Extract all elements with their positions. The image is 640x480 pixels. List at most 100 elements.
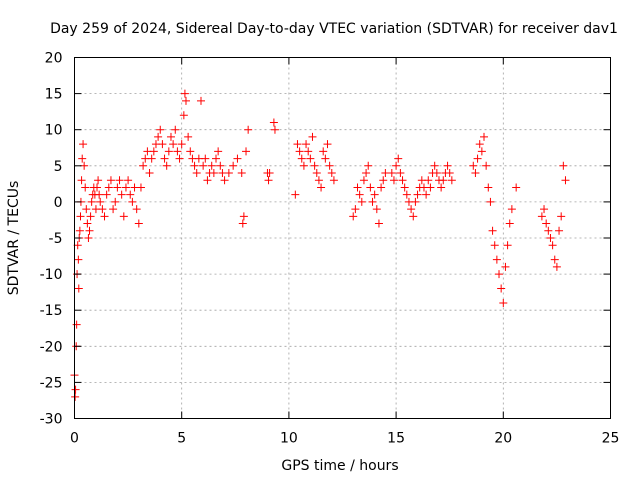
data-point [83, 219, 92, 228]
data-point [220, 176, 229, 185]
data-point [239, 212, 248, 221]
data-point [265, 169, 274, 178]
data-point [297, 154, 306, 163]
y-tick-label: -10 [40, 267, 63, 283]
data-point [212, 154, 221, 163]
data-point [71, 392, 80, 401]
data-point [552, 262, 561, 271]
data-point [445, 169, 454, 178]
data-point [488, 226, 497, 235]
data-point [364, 161, 373, 170]
data-point [484, 183, 493, 192]
data-point [422, 190, 431, 199]
data-point [111, 197, 120, 206]
data-point [179, 111, 188, 120]
data-point [291, 190, 300, 199]
data-point [184, 132, 193, 141]
data-point [327, 169, 336, 178]
y-tick-label: -5 [49, 231, 63, 247]
data-point [242, 147, 251, 156]
data-point [82, 205, 91, 214]
data-point [72, 320, 81, 329]
data-point [559, 161, 568, 170]
data-point [349, 212, 358, 221]
data-point [180, 89, 189, 98]
data-point [203, 176, 212, 185]
data-point [169, 140, 178, 149]
data-point [512, 183, 521, 192]
data-point [413, 190, 422, 199]
data-point [104, 183, 113, 192]
data-point [329, 176, 338, 185]
data-point [308, 132, 317, 141]
y-tick-labels: -30 -25 -20 -15 -10 -5 0 5 10 15 20 [40, 51, 63, 428]
data-point [372, 205, 381, 214]
data-point [128, 197, 137, 206]
data-point [229, 161, 238, 170]
data-point [209, 169, 218, 178]
data-point [394, 154, 403, 163]
data-point [321, 154, 330, 163]
data-point [147, 154, 156, 163]
data-point [471, 169, 480, 178]
data-point [377, 183, 386, 192]
data-point [323, 140, 332, 149]
data-point [94, 176, 103, 185]
data-point [87, 197, 96, 206]
data-point [503, 241, 512, 250]
data-point [387, 169, 396, 178]
data-point [207, 161, 216, 170]
data-point [160, 154, 169, 163]
data-point [304, 147, 313, 156]
data-point [353, 183, 362, 192]
data-point [214, 147, 223, 156]
data-point [132, 205, 141, 214]
data-point [473, 154, 482, 163]
x-tick-label: 25 [602, 431, 620, 447]
data-point [355, 190, 364, 199]
x-tick-label: 20 [494, 431, 512, 447]
x-axis-label: GPS time / hours [281, 458, 398, 474]
data-point [173, 147, 182, 156]
data-point [74, 255, 83, 264]
data-point [312, 169, 321, 178]
data-point [270, 125, 279, 134]
data-point [317, 183, 326, 192]
data-points [70, 89, 570, 401]
data-point [175, 154, 184, 163]
x-tick-label: 0 [70, 431, 79, 447]
data-point [437, 183, 446, 192]
data-point [379, 176, 388, 185]
data-point [238, 219, 247, 228]
x-tick-label: 5 [177, 431, 186, 447]
data-point [540, 205, 549, 214]
data-point [475, 140, 484, 149]
grid-lines [74, 57, 611, 419]
data-point [264, 176, 273, 185]
data-point [424, 176, 433, 185]
data-point [542, 219, 551, 228]
data-point [145, 169, 154, 178]
data-point [71, 385, 80, 394]
data-point [392, 161, 401, 170]
x-tick-label: 15 [387, 431, 405, 447]
y-tick-label: -15 [40, 303, 63, 319]
data-point [156, 125, 165, 134]
data-point [201, 154, 210, 163]
data-point [139, 161, 148, 170]
data-point [299, 161, 308, 170]
data-point [98, 205, 107, 214]
data-point [550, 255, 559, 264]
data-point [269, 118, 278, 127]
y-tick-label: -20 [40, 339, 63, 355]
y-tick-label: 5 [54, 159, 63, 175]
data-point [117, 190, 126, 199]
data-point [79, 140, 88, 149]
data-point [119, 212, 128, 221]
data-point [81, 183, 90, 192]
data-point [158, 140, 167, 149]
x-tick-labels: 0 5 10 15 20 25 [70, 431, 619, 447]
data-point [113, 183, 122, 192]
data-point [126, 190, 135, 199]
data-point [96, 197, 105, 206]
